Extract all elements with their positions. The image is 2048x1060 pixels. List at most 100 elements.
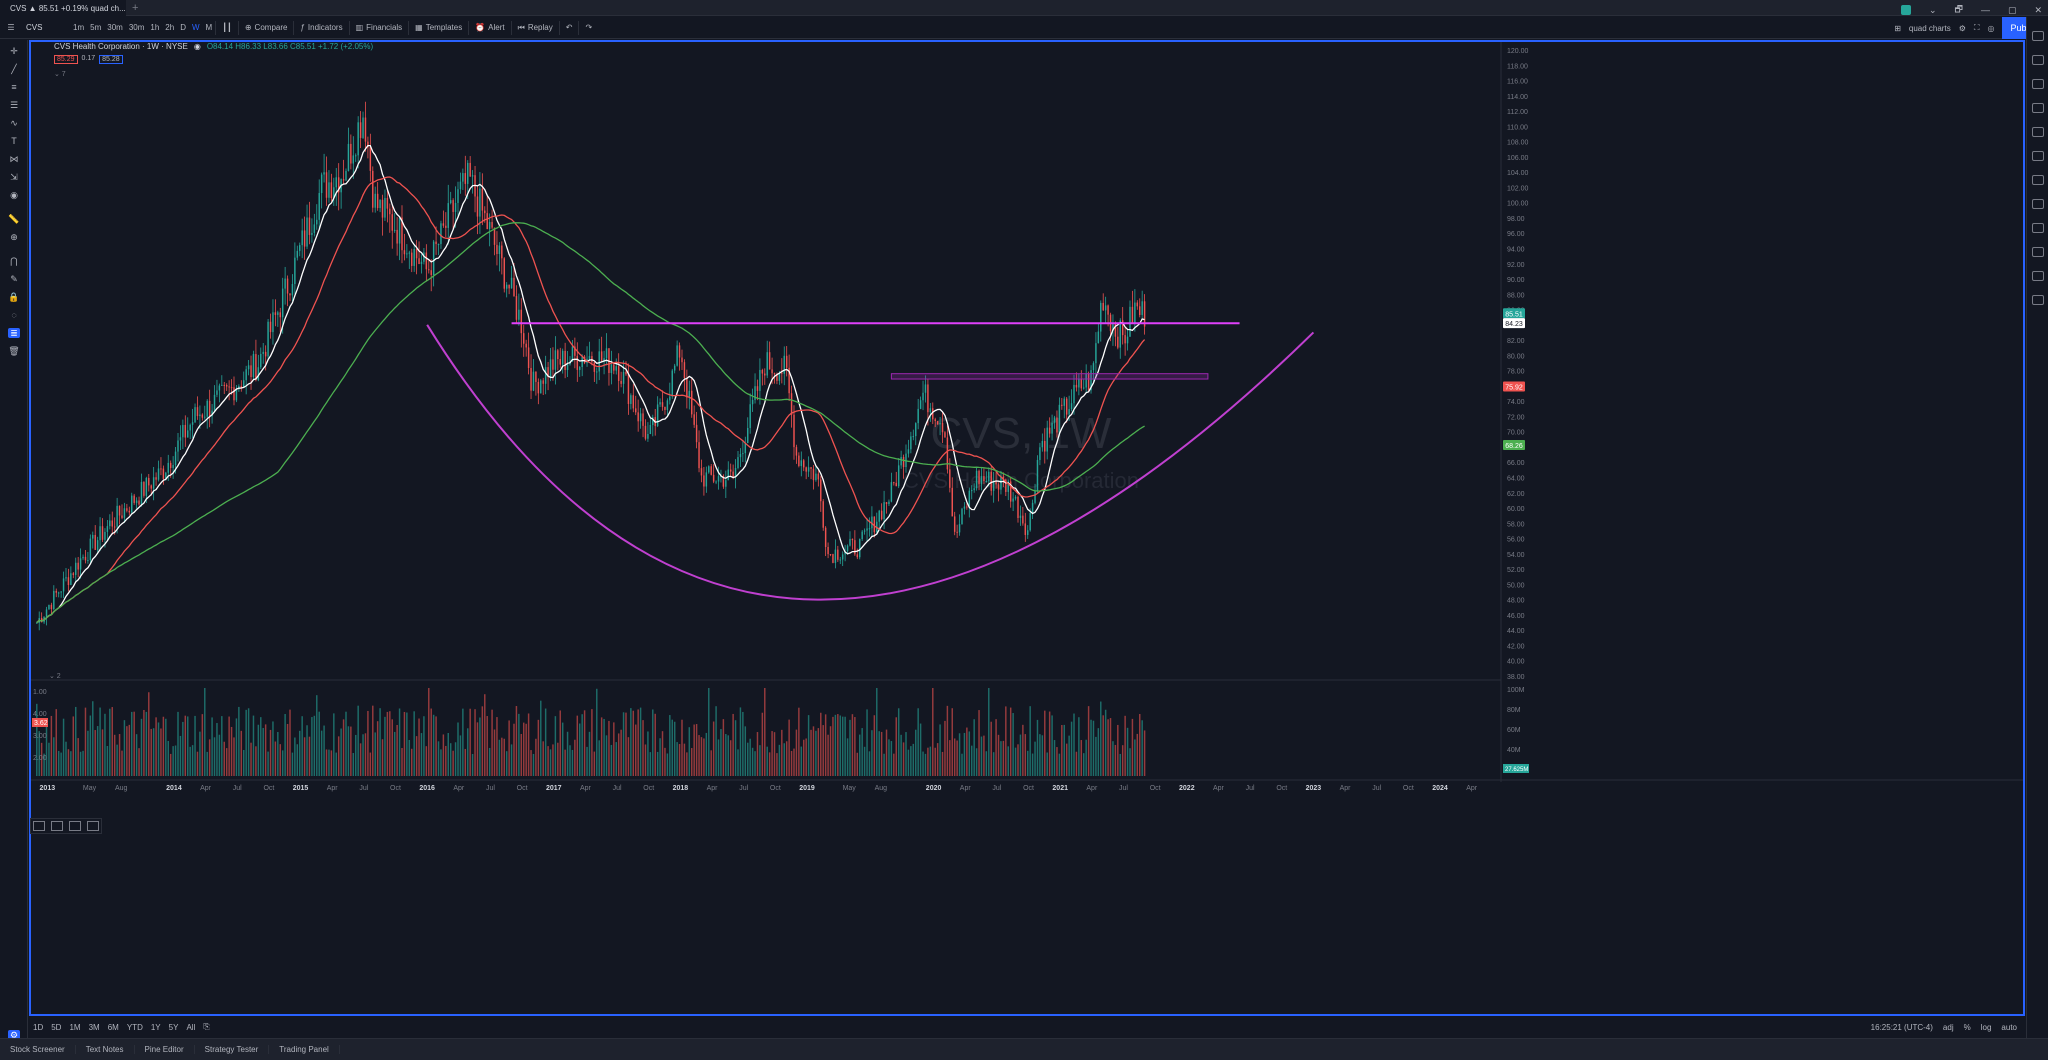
watchlist-icon[interactable] — [2032, 31, 2044, 41]
camera-icon[interactable]: ◎ — [1987, 23, 1995, 33]
hamburger-menu-icon[interactable]: ☰ — [7, 23, 15, 32]
ruler-icon[interactable]: 📏 — [8, 214, 20, 224]
time-axis[interactable]: 2013 May Aug 2014 Apr Jul Oct 2015 Apr Jul Oct 2016… — [31, 679, 2023, 792]
chart-canvas[interactable]: CVS, 1W CVS Health Corporation 120.00 118… — [31, 42, 2023, 1014]
adj-toggle[interactable]: adj — [1942, 1022, 1954, 1032]
interval-1m[interactable]: 1m — [73, 23, 85, 32]
curve-icon[interactable] — [69, 821, 81, 831]
chats-icon[interactable] — [2032, 199, 2044, 209]
settings-gear-icon[interactable]: ⚙ — [1958, 23, 1966, 33]
fullscreen-icon[interactable]: ⛶ — [1973, 23, 1980, 32]
legend-eye-icon[interactable]: ◉ — [193, 42, 201, 51]
compare-button[interactable]: ⊕ Compare — [237, 20, 294, 35]
help-icon[interactable] — [2032, 295, 2044, 305]
tab-strategy-tester[interactable]: Strategy Tester — [195, 1045, 270, 1054]
dom-icon[interactable] — [2032, 271, 2044, 281]
interval-30m-a[interactable]: 30m — [107, 23, 123, 32]
replay-button[interactable]: ⏮ Replay — [510, 20, 559, 35]
notifications-icon[interactable] — [2032, 223, 2044, 233]
fib-retracement-icon[interactable]: ≡ — [11, 82, 17, 92]
interval-1h[interactable]: 1h — [150, 23, 160, 32]
drag-handle-icon[interactable] — [33, 821, 45, 831]
ideas-icon[interactable] — [2032, 151, 2044, 161]
calendar-icon[interactable] — [2032, 127, 2044, 137]
range-1m[interactable]: 1M — [69, 1022, 81, 1032]
clock[interactable]: 16:25:21 (UTC-4) — [1870, 1022, 1933, 1032]
floating-drawing-toolbar[interactable] — [30, 818, 102, 834]
chart-pane[interactable]: CVS, 1W CVS Health Corporation 120.00 118… — [29, 40, 2025, 1016]
auto-toggle[interactable]: auto — [2001, 1022, 2017, 1032]
chart-tab[interactable]: CVS ▲ 85.51 +0.19% quad ch... × — [0, 0, 126, 16]
prediction-icon[interactable]: ⇲ — [10, 172, 18, 182]
symbol-search[interactable]: CVS — [26, 23, 43, 32]
lock-icon[interactable]: 🔒 — [8, 292, 20, 302]
range-all[interactable]: All — [186, 1022, 196, 1032]
redo-button[interactable]: ↷ — [578, 20, 598, 35]
interval-30m-b[interactable]: 30m — [128, 23, 145, 32]
window-control-close[interactable]: ✕ — [2034, 4, 2042, 15]
chart-type-button[interactable]: ┃┃ — [215, 20, 238, 35]
range-5y[interactable]: 5Y — [168, 1022, 179, 1032]
layout-grid-icon[interactable]: ⊞ — [1894, 23, 1901, 33]
channel-icon[interactable]: ☰ — [9, 100, 19, 110]
magnet-icon[interactable]: ⋂ — [10, 256, 18, 266]
window-control-maximize[interactable]: ▢ — [2007, 4, 2017, 15]
crosshair-icon[interactable]: ✛ — [10, 46, 18, 56]
legend-collapse[interactable]: ⌄ 7 — [54, 71, 66, 78]
tab-pine-editor[interactable]: Pine Editor — [135, 1045, 195, 1054]
window-control-minimize[interactable]: — — [1980, 5, 1990, 15]
settings-bottom-icon[interactable]: ⚙ — [8, 1030, 20, 1040]
alerts-icon[interactable] — [2032, 55, 2044, 65]
visibility-icon[interactable]: ◌ — [11, 310, 17, 320]
range-1d[interactable]: 1D — [33, 1022, 44, 1032]
trash-icon[interactable]: 🗑 — [8, 346, 20, 356]
interval-d[interactable]: D — [180, 23, 186, 32]
drawings[interactable] — [426, 322, 1315, 601]
new-tab-button[interactable]: + — [132, 2, 139, 14]
interval-5m[interactable]: 5m — [90, 23, 102, 32]
tab-text-notes[interactable]: Text Notes — [76, 1045, 135, 1054]
range-5d[interactable]: 5D — [51, 1022, 62, 1032]
interval-2h[interactable]: 2h — [165, 23, 175, 32]
object-tree-icon[interactable]: ≣ — [8, 328, 20, 338]
undo-button[interactable]: ↶ — [558, 20, 579, 35]
streams-icon[interactable] — [2032, 175, 2044, 185]
price-tick-label: 56.00 — [1507, 537, 1525, 544]
range-1y[interactable]: 1Y — [150, 1022, 161, 1032]
window-control-restore[interactable]: 🗗 — [1954, 4, 1963, 14]
alert-button[interactable]: ⏰ Alert — [468, 20, 510, 35]
interval-w[interactable]: W — [191, 23, 200, 32]
legend-title[interactable]: CVS Health Corporation · 1W · NYSE — [54, 42, 188, 51]
tab-trading-panel[interactable]: Trading Panel — [269, 1045, 340, 1054]
line-style-icon[interactable] — [51, 821, 63, 831]
candle-body — [564, 350, 566, 371]
templates-button[interactable]: ▦ Templates — [408, 20, 468, 35]
frame-icon[interactable] — [87, 821, 99, 831]
pencil-lock-icon[interactable]: ✎ — [10, 274, 18, 284]
log-toggle[interactable]: log — [1980, 1022, 1992, 1032]
goto-date-icon[interactable]: ⎘ — [203, 1022, 210, 1031]
order-panel-icon[interactable] — [2032, 247, 2044, 257]
percent-toggle[interactable]: % — [1963, 1022, 1971, 1032]
data-window-icon[interactable] — [2032, 79, 2044, 89]
hotlists-icon[interactable] — [2032, 103, 2044, 113]
range-6m[interactable]: 6M — [107, 1022, 119, 1032]
range-ytd[interactable]: YTD — [126, 1022, 143, 1032]
eye-icon[interactable]: ◉ — [10, 190, 18, 200]
financials-button[interactable]: ▥ Financials — [348, 20, 409, 35]
window-control-expand[interactable]: ⌄ — [1928, 4, 1937, 15]
range-3m[interactable]: 3M — [88, 1022, 100, 1032]
layout-name[interactable]: quad charts — [1908, 23, 1951, 33]
indicator-legend[interactable]: 85.29 0.17 85.28 — [54, 55, 123, 64]
chart-legend[interactable]: CVS Health Corporation · 1W · NYSE ◉ O84… — [54, 42, 373, 51]
trend-line-icon[interactable]: ╱ — [11, 64, 17, 74]
avatar[interactable] — [1900, 5, 1911, 15]
pattern-icon[interactable]: ⋈ — [9, 154, 19, 164]
zoom-icon[interactable]: ⊕ — [10, 232, 18, 242]
brush-icon[interactable]: ∿ — [10, 118, 18, 128]
tab-stock-screener[interactable]: Stock Screener — [0, 1045, 76, 1054]
indicators-button[interactable]: ƒ Indicators — [293, 20, 348, 35]
price-axis[interactable]: 120.00 118.00 116.00 114.00 112.00 110.00 108.… — [1500, 42, 1529, 782]
interval-m[interactable]: M — [205, 23, 213, 32]
text-icon[interactable]: T — [11, 136, 17, 146]
